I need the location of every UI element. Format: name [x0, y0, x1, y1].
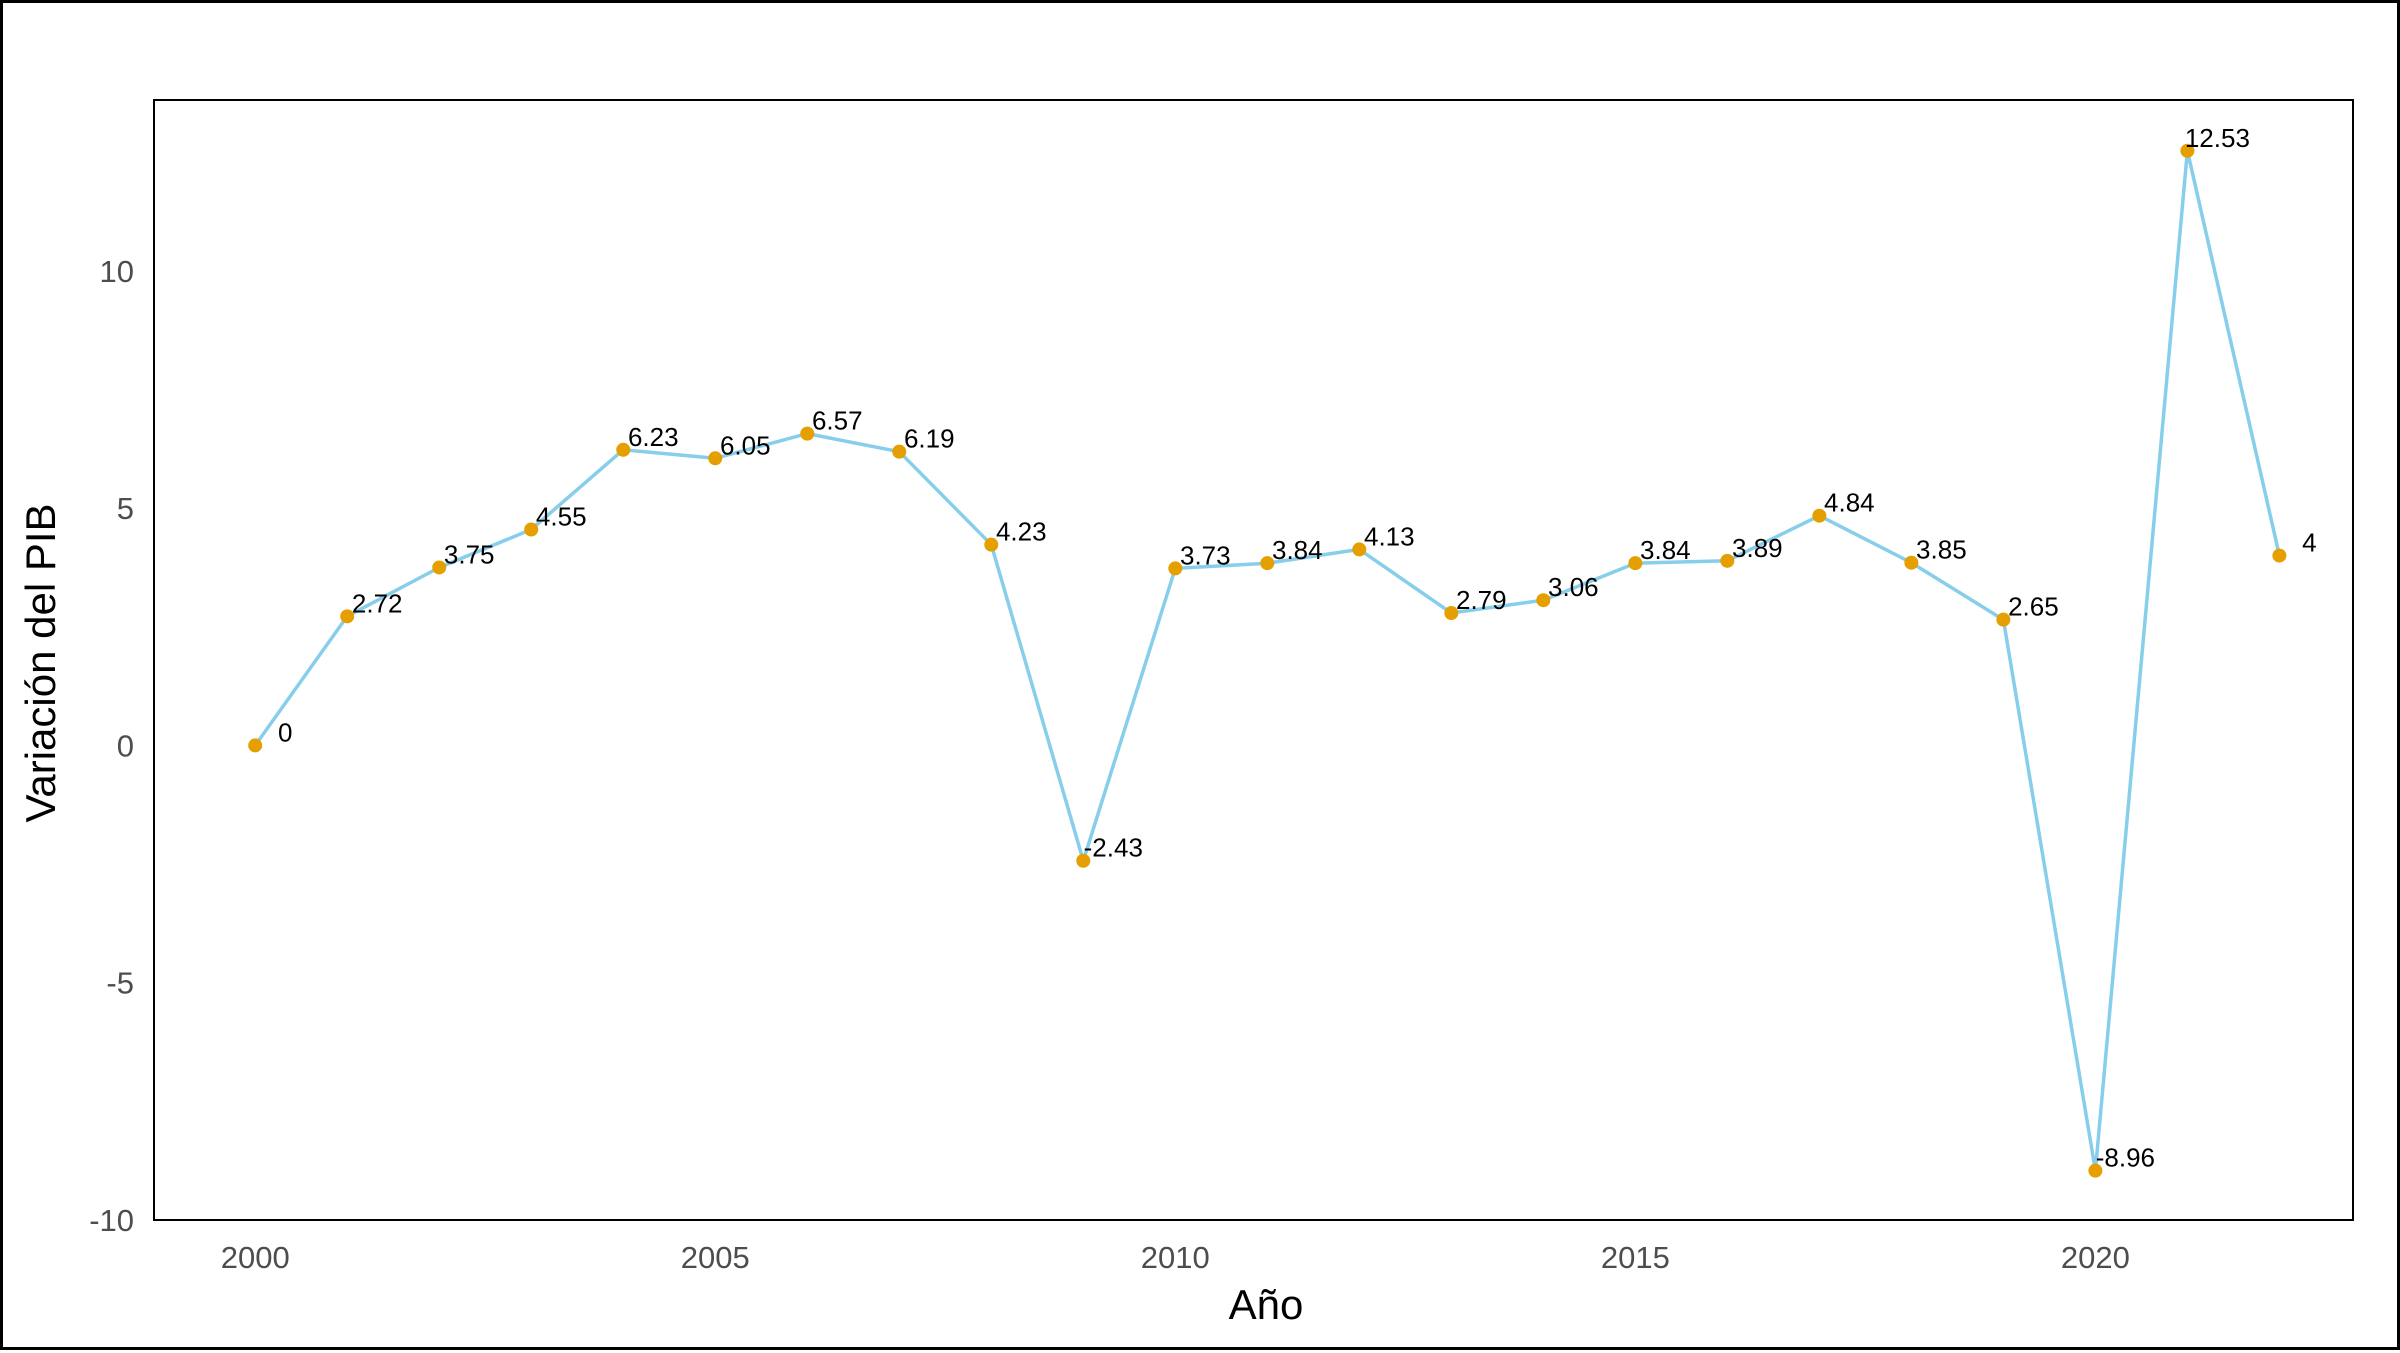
data-label: 6.19: [904, 424, 955, 454]
y-tick-label: -5: [106, 966, 134, 1001]
data-label: 3.84: [1272, 535, 1323, 565]
y-tick-label: 0: [117, 728, 134, 763]
data-point: [1536, 593, 1551, 608]
data-label: 6.23: [628, 422, 679, 452]
data-point: [708, 451, 723, 466]
data-point: [1720, 553, 1735, 568]
data-label: 4.55: [536, 501, 587, 531]
data-label: -2.43: [1084, 833, 1143, 863]
data-label: 3.84: [1640, 535, 1691, 565]
data-label: 4.84: [1824, 488, 1875, 518]
y-tick-label: 10: [100, 254, 134, 289]
plot-panel: [153, 99, 2354, 1221]
data-label: -8.96: [2096, 1143, 2155, 1173]
y-axis-ticks: -10 -5 0 5 10: [89, 254, 134, 1238]
data-point: [1812, 508, 1827, 523]
data-point: [2272, 548, 2287, 563]
data-label: 2.72: [352, 588, 403, 618]
data-label: 0: [278, 717, 292, 747]
data-point: [432, 560, 447, 575]
data-point: [524, 522, 539, 537]
y-tick-label: -10: [89, 1203, 134, 1238]
data-point: [340, 609, 355, 624]
data-label: 4.23: [996, 517, 1047, 547]
data-point: [800, 426, 815, 441]
data-label: 2.65: [2008, 592, 2059, 622]
data-point: [1076, 853, 1091, 868]
data-label: 3.89: [1732, 533, 1783, 563]
y-tick-label: 5: [117, 491, 134, 526]
x-tick-label: 2015: [1601, 1240, 1670, 1275]
data-label: 12.53: [2185, 123, 2250, 153]
data-label: 6.05: [720, 430, 771, 460]
series-line-group: [253, 149, 2282, 1173]
y-axis-title: Variación del PIB: [17, 503, 64, 822]
data-point: [1904, 555, 1919, 570]
x-axis-title: Año: [1229, 1281, 1304, 1328]
x-tick-label: 2010: [1141, 1240, 1210, 1275]
data-point: [1444, 606, 1459, 621]
x-axis-ticks: 2000 2005 2010 2015 2020: [221, 1240, 2130, 1275]
data-point: [1996, 612, 2011, 627]
data-label: 3.73: [1180, 540, 1231, 570]
data-label: 2.79: [1456, 585, 1507, 615]
data-point: [248, 738, 263, 753]
data-point: [1260, 556, 1275, 571]
data-label: 4.13: [1364, 521, 1415, 551]
data-point: [1628, 556, 1643, 571]
data-label: 4: [2302, 528, 2316, 558]
data-point: [1168, 561, 1183, 576]
data-label: 6.57: [812, 406, 863, 436]
data-point: [984, 537, 999, 552]
data-label: 3.85: [1916, 535, 1967, 565]
data-point: [616, 442, 631, 457]
data-point: [2088, 1163, 2103, 1178]
data-label: 3.06: [1548, 572, 1599, 602]
x-tick-label: 2020: [2061, 1240, 2130, 1275]
data-point: [1352, 542, 1367, 557]
data-labels: 0 2.72 3.75 4.55 6.23 6.05 6.57 6.19 4.23 -2.43 3.…: [278, 123, 2317, 1173]
data-point: [2180, 143, 2195, 158]
data-point: [892, 444, 907, 459]
x-tick-label: 2005: [681, 1240, 750, 1275]
series-line: [253, 149, 2282, 1173]
data-points: [248, 143, 2287, 1178]
data-label: 3.75: [444, 539, 495, 569]
x-tick-label: 2000: [221, 1240, 290, 1275]
line-chart: -10 -5 0 5 10 2000 2005 2010 2015 2020 0 2.72 3.75…: [17, 99, 2354, 1328]
